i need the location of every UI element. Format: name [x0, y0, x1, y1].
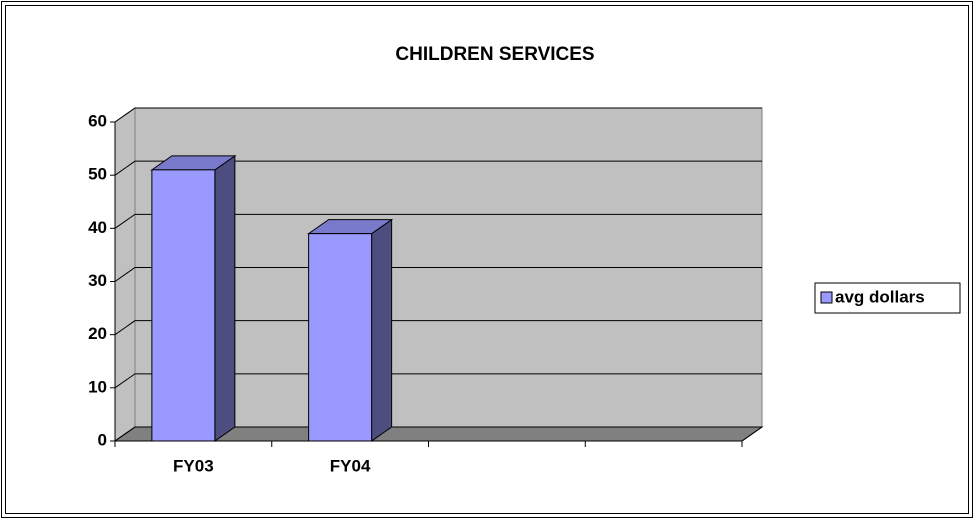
- grid-line: [114, 107, 762, 123]
- y-tick-label: 40: [88, 218, 107, 237]
- y-tick-label: 30: [88, 271, 107, 290]
- legend-box: [814, 282, 961, 314]
- inner-border: [5, 5, 969, 514]
- x-axis-depth: [741, 426, 763, 442]
- x-tick-label: FY03: [173, 456, 214, 475]
- legend-swatch: [820, 291, 833, 304]
- grid-line: [114, 320, 762, 336]
- bar-side: [371, 218, 393, 442]
- grid-line: [114, 160, 762, 176]
- bar-side: [214, 154, 236, 442]
- chart-title: CHILDREN SERVICES: [395, 44, 594, 65]
- grid-line: [114, 213, 762, 229]
- x-tick-label: FY04: [330, 456, 371, 475]
- y-tick-label: 20: [88, 324, 107, 343]
- y-tick-label: 0: [98, 430, 107, 449]
- grid-line: [114, 373, 762, 389]
- bar: [151, 169, 216, 442]
- legend-label: avg dollars: [835, 287, 925, 306]
- y-tick-label: 50: [88, 165, 107, 184]
- y-tick-label: 10: [88, 377, 107, 396]
- bar: [308, 233, 373, 442]
- grid-line: [114, 426, 762, 442]
- y-tick-label: 60: [88, 111, 107, 130]
- grid-line: [114, 267, 762, 282]
